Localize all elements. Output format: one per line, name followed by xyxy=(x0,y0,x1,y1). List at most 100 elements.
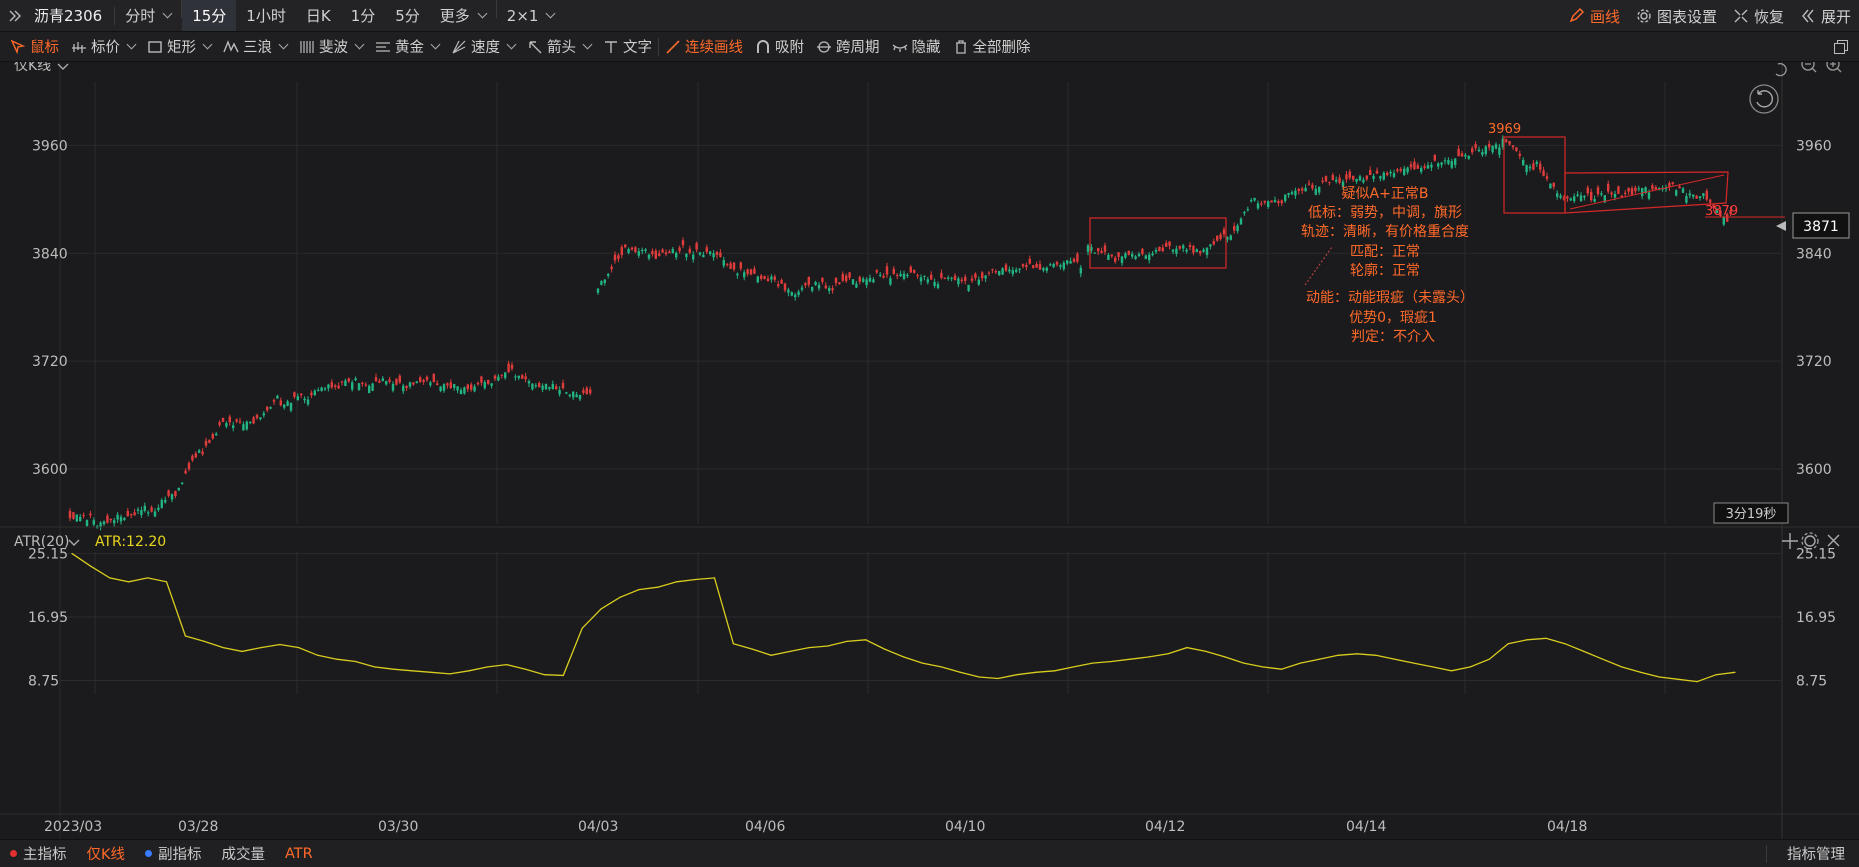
top-action-button[interactable]: 画线 xyxy=(1561,0,1628,32)
candle-body xyxy=(658,253,661,257)
cross-period-icon xyxy=(816,39,832,55)
annotation-flag-channel[interactable] xyxy=(1564,171,1729,214)
candle-body xyxy=(153,511,157,517)
timeframe-tab[interactable]: 1分 xyxy=(341,0,386,31)
candle-body xyxy=(620,246,623,256)
divider xyxy=(495,0,497,18)
close-icon[interactable] xyxy=(1827,534,1840,547)
timeframe-tab[interactable]: 1小时 xyxy=(236,0,296,31)
indicator-tab[interactable]: ATR xyxy=(275,840,323,867)
chevron-down-icon[interactable] xyxy=(68,539,80,546)
candle-body xyxy=(204,440,208,446)
indicator-tab[interactable]: 主指标 xyxy=(0,840,77,867)
plus-icon[interactable] xyxy=(1782,533,1798,549)
indicator-tab[interactable]: 副指标 xyxy=(135,840,212,867)
candle-body xyxy=(116,514,119,520)
reset-view-button[interactable] xyxy=(1749,84,1779,114)
candle-body xyxy=(1624,192,1627,194)
top-action-button[interactable]: 展开 xyxy=(1792,0,1859,32)
indicator-tab[interactable]: 仅K线 xyxy=(77,840,136,867)
candle-body xyxy=(459,389,463,395)
undo-icon[interactable] xyxy=(1775,62,1787,77)
candle-body xyxy=(218,422,221,426)
copy-button[interactable] xyxy=(1833,39,1849,59)
candle-body xyxy=(644,249,647,251)
timeframe-tab[interactable]: 更多 xyxy=(430,0,496,31)
candle-body xyxy=(388,379,391,382)
candle-body xyxy=(1406,167,1409,173)
double-chevron-right-icon xyxy=(9,10,21,21)
annotation-note[interactable]: 疑似A+正常B 低标：弱势，中调，旗形轨迹：清晰，有价格重合度匹配：正常轮廓：正常… xyxy=(1301,186,1474,345)
tool-button[interactable]: 矩形 xyxy=(141,32,217,61)
tool-button[interactable]: 箭头 xyxy=(521,32,597,61)
candle-body xyxy=(1712,204,1715,209)
tool-button[interactable]: 连续画线 xyxy=(659,32,749,61)
candle-body xyxy=(603,279,606,284)
candle-body xyxy=(1549,183,1552,189)
candle-body xyxy=(538,382,541,388)
candle-body xyxy=(753,268,756,274)
tool-label: 速度 xyxy=(471,40,500,56)
candle-body xyxy=(1409,164,1413,168)
tool-button[interactable]: 全部删除 xyxy=(947,32,1037,61)
candle-body xyxy=(1185,249,1188,252)
atr-point xyxy=(109,577,111,579)
timeframe-tab[interactable]: 2×1 xyxy=(497,0,565,31)
chart-canvas[interactable]: 3969 3879 疑似A+正常B 低标：弱势，中调，旗形轨迹：清晰，有价格重合度… xyxy=(0,57,1859,839)
candle-body xyxy=(126,510,129,517)
atr-value-label: ATR:12.20 xyxy=(95,534,166,550)
tool-button[interactable]: 跨周期 xyxy=(810,32,886,61)
indicator-manage-button[interactable]: 指标管理 xyxy=(1787,847,1845,863)
tool-button[interactable]: 三浪 xyxy=(217,32,293,61)
candle-body xyxy=(1515,147,1518,152)
tool-button[interactable]: 黄金 xyxy=(369,32,445,61)
zoom-out-icon[interactable] xyxy=(1801,57,1817,73)
menu-toggle-button[interactable] xyxy=(0,0,30,31)
candle-body xyxy=(1535,161,1538,164)
x-tick-label: 04/03 xyxy=(578,819,618,835)
chevron-down-icon[interactable] xyxy=(57,63,69,70)
tool-button[interactable]: 斐波 xyxy=(293,32,369,61)
candle-body xyxy=(617,255,620,259)
chart-area[interactable]: 3969 3879 疑似A+正常B 低标：弱势，中调，旗形 轨迹：清晰，有价格重合度… xyxy=(0,57,1859,839)
atr-point xyxy=(959,671,961,673)
candle-body xyxy=(1001,268,1004,275)
candle-body xyxy=(1362,179,1365,183)
tool-button[interactable]: 隐藏 xyxy=(886,32,947,61)
atr-point xyxy=(354,660,357,663)
candle-body xyxy=(749,269,753,275)
top-action-button[interactable]: 图表设置 xyxy=(1628,0,1725,32)
chart-mode-label[interactable]: 仅K线 xyxy=(14,58,51,74)
timeframe-tab[interactable]: 5分 xyxy=(385,0,430,31)
divider xyxy=(658,37,659,56)
timeframe-tab[interactable]: 15分 xyxy=(182,0,237,31)
candle-body xyxy=(756,276,759,283)
tool-button[interactable]: 速度 xyxy=(445,32,521,61)
candle-body xyxy=(1369,170,1372,176)
candle-body xyxy=(1069,261,1072,264)
timeframe-tab[interactable]: 日K xyxy=(296,0,341,31)
candle-body xyxy=(685,253,688,258)
annotation-trend-line[interactable] xyxy=(1569,174,1725,210)
tool-button[interactable]: 文字 xyxy=(597,32,658,61)
hide-icon xyxy=(892,39,908,55)
candle-body xyxy=(408,382,412,387)
annotation-rectangle[interactable] xyxy=(1089,217,1227,269)
candle-body xyxy=(235,419,238,422)
tool-button[interactable]: 鼠标 xyxy=(4,32,65,61)
timeframe-tab[interactable]: 分时 xyxy=(115,0,181,31)
candle-body xyxy=(1270,200,1273,203)
candle-body xyxy=(1141,248,1144,255)
tool-button[interactable]: 标价 xyxy=(65,32,141,61)
tool-button[interactable]: 吸附 xyxy=(749,32,810,61)
top-action-button[interactable]: 恢复 xyxy=(1725,0,1792,32)
atr-indicator-name[interactable]: ATR(20) xyxy=(14,534,70,550)
candle-body xyxy=(1450,161,1453,168)
atr-point xyxy=(1394,658,1396,660)
atr-point xyxy=(1224,656,1226,658)
gear-icon[interactable] xyxy=(1801,532,1819,550)
indicator-tab[interactable]: 成交量 xyxy=(212,840,276,867)
zoom-in-icon[interactable] xyxy=(1826,57,1842,73)
candle-body xyxy=(1093,252,1096,254)
symbol-label[interactable]: 沥青2306 xyxy=(34,7,103,25)
